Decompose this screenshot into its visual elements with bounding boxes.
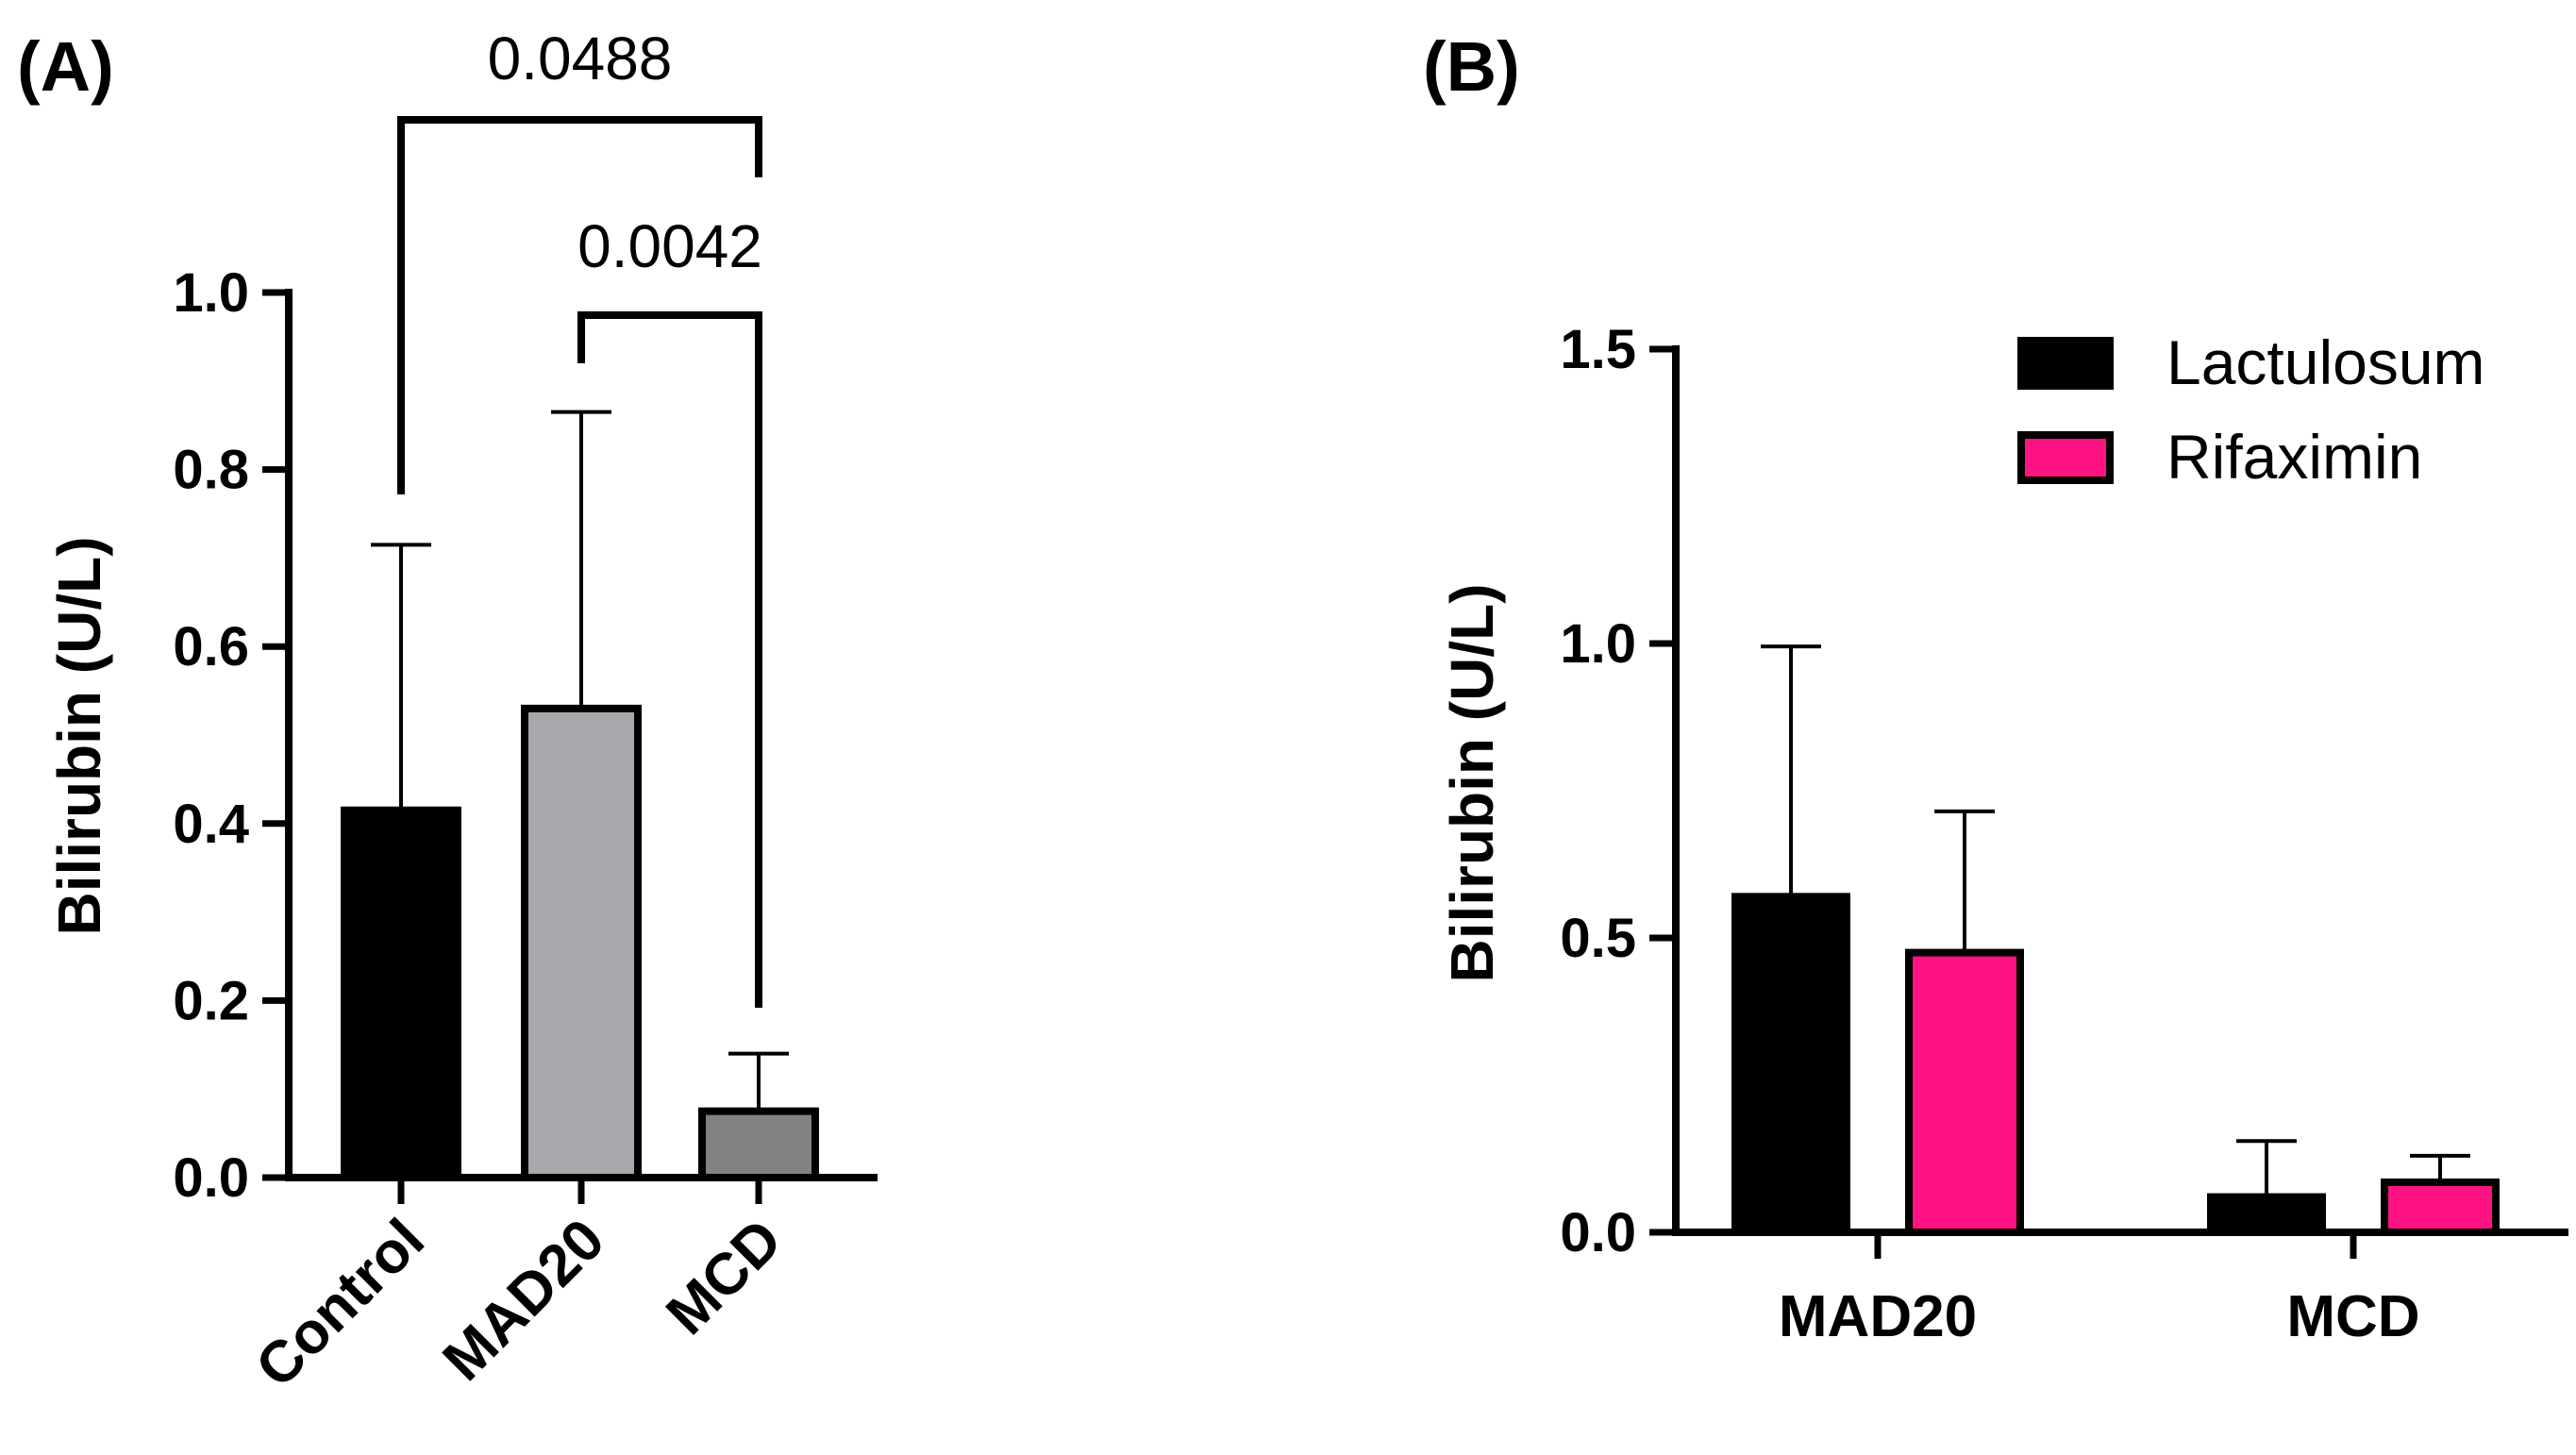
y-tick-label: 0.6	[173, 616, 249, 677]
bar-mad20	[521, 704, 642, 1181]
panel-b-bars	[1731, 644, 2500, 1237]
y-tick-label: 1.5	[1560, 319, 1636, 380]
y-tick-label: 0.8	[173, 440, 249, 501]
legend-swatch-lactulosum	[2017, 337, 2114, 390]
x-tick-label-control: Control	[243, 1207, 437, 1400]
y-tick-label: 0.0	[173, 1147, 249, 1209]
panel-b: (B) Bilirubin (U/L) 0.0 0.5 1.0 1.5 MAD20 MCD…	[1423, 27, 2568, 1349]
significance-bracket	[577, 311, 762, 1008]
panel-a-bars	[341, 410, 819, 1182]
legend-label-rifaximin: Rifaximin	[2166, 422, 2422, 492]
y-tick-label: 0.2	[173, 970, 249, 1031]
bar-mcd	[698, 1107, 819, 1182]
y-tick-label: 1.0	[1560, 613, 1636, 675]
x-tick-label-mad20: MAD20	[430, 1207, 616, 1393]
p-value-label: 0.0042	[577, 212, 762, 280]
x-tick-label-mcd: MCD	[654, 1207, 795, 1347]
panel-b-y-axis-title: Bilirubin (U/L)	[1438, 583, 1506, 982]
panel-b-label: (B)	[1423, 27, 1520, 106]
p-value-label: 0.0488	[488, 25, 673, 92]
bar-rifaximin-mad20	[1905, 948, 2024, 1236]
bar-rifaximin-mcd	[2381, 1178, 2500, 1236]
bar-lactulosum-mad20	[1731, 893, 1850, 1236]
y-tick-label: 0.4	[173, 794, 249, 855]
bar-lactulosum-mcd	[2207, 1193, 2326, 1237]
panel-a-y-axis-title: Bilirubin (U/L)	[45, 536, 113, 935]
y-tick-label: 0.0	[1560, 1202, 1636, 1263]
panel-b-axes: 0.0 0.5 1.0 1.5 MAD20 MCD	[1560, 319, 2568, 1349]
panel-a-label: (A)	[17, 27, 114, 106]
x-tick-label-mad20: MAD20	[1779, 1284, 1977, 1349]
legend-swatch-rifaximin	[2017, 431, 2114, 484]
x-tick-label-mcd: MCD	[2286, 1284, 2419, 1349]
panel-b-legend: Lactulosum Rifaximin	[2017, 327, 2485, 492]
panel-a: (A) Bilirubin (U/L) 0.0 0.2 0.4 0.6 0.8 1.0 Co…	[17, 25, 878, 1400]
panel-a-significance: 0.0488 0.0042	[397, 25, 762, 1008]
bar-control	[341, 806, 461, 1181]
y-tick-label: 1.0	[173, 262, 249, 324]
y-tick-label: 0.5	[1560, 908, 1636, 969]
legend-label-lactulosum: Lactulosum	[2166, 327, 2485, 397]
